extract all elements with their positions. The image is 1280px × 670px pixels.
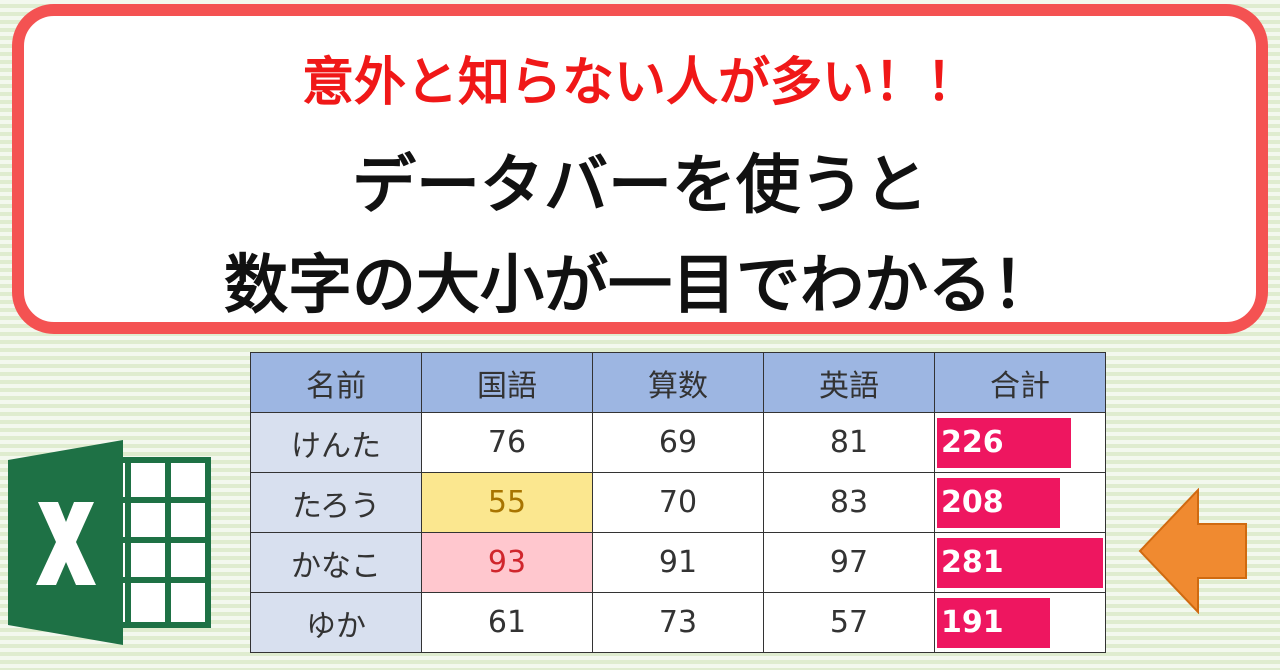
column-header: 合計: [934, 352, 1106, 413]
column-header: 名前: [250, 352, 422, 413]
row: けんた 76 69 81 226: [250, 412, 1106, 473]
total-cell: 226: [934, 412, 1106, 473]
cell: 81: [763, 412, 935, 473]
cell: 97: [763, 532, 935, 593]
cell: 83: [763, 472, 935, 533]
data-bar: [937, 598, 1050, 648]
header-row: 名前 国語 算数 英語 合計: [250, 352, 1106, 413]
total-cell: 191: [934, 592, 1106, 653]
headline: 意外と知らない人が多い！！: [301, 53, 978, 113]
row: ゆか 61 73 57 191: [250, 592, 1106, 653]
row: たろう 55 70 83 208: [250, 472, 1106, 533]
banner: 意外と知らない人が多い！！ データバーを使うと 数字の大小が一目でわかる！: [12, 4, 1268, 334]
data-bar: [937, 418, 1071, 468]
cell: 55: [421, 472, 593, 533]
total-value: 191: [941, 605, 1004, 640]
total-cell: 281: [934, 532, 1106, 593]
total-cell: 208: [934, 472, 1106, 533]
column-header: 算数: [592, 352, 764, 413]
total-value: 281: [941, 545, 1004, 580]
cell: 91: [592, 532, 764, 593]
excel-icon: [8, 440, 211, 645]
cell: 73: [592, 592, 764, 653]
data-bar: [937, 478, 1060, 528]
cell: 69: [592, 412, 764, 473]
column-header: 国語: [421, 352, 593, 413]
column-header: 英語: [763, 352, 935, 413]
cell: 57: [763, 592, 935, 653]
headline: 数字の大小が一目でわかる！: [224, 249, 1056, 323]
arrow: [1138, 488, 1247, 614]
name-cell: ゆか: [250, 592, 422, 653]
total-value: 208: [941, 485, 1004, 520]
cell: 93: [421, 532, 593, 593]
name-cell: かなこ: [250, 532, 422, 593]
cell: 76: [421, 412, 593, 473]
headline: データバーを使うと: [352, 149, 928, 223]
cell: 61: [421, 592, 593, 653]
name-cell: けんた: [250, 412, 422, 473]
name-cell: たろう: [250, 472, 422, 533]
cell: 70: [592, 472, 764, 533]
row: かなこ 93 91 97 281: [250, 532, 1106, 593]
data-bar: [937, 538, 1103, 588]
total-value: 226: [941, 425, 1004, 460]
score-table: 名前 国語 算数 英語 合計 けんた 76 69 81 226 たろう 55 7…: [250, 352, 1106, 653]
